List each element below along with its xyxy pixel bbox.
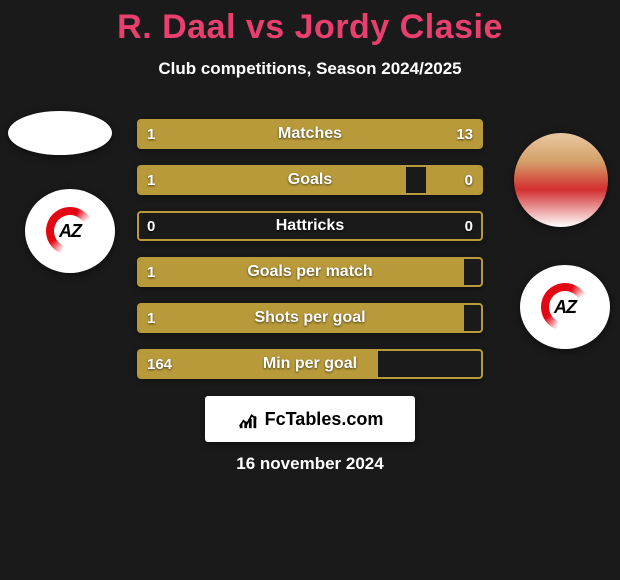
stat-row: 0Hattricks0 — [137, 211, 483, 241]
az-logo-text-left: AZ — [46, 207, 94, 255]
comparison-chart: AZ AZ 1Matches131Goals00Hattricks01Goals… — [0, 119, 620, 399]
stat-row: 1Matches13 — [137, 119, 483, 149]
player1-avatar — [8, 111, 112, 155]
vs-text: vs — [246, 8, 285, 46]
player2-club-logo: AZ — [520, 265, 610, 349]
player1-club-logo: AZ — [25, 189, 115, 273]
date-text: 16 november 2024 — [0, 454, 620, 474]
stat-value-right: 0 — [465, 213, 473, 239]
subtitle: Club competitions, Season 2024/2025 — [0, 59, 620, 79]
player2-name: Jordy Clasie — [295, 8, 503, 46]
stat-value-right: 13 — [456, 121, 473, 147]
player2-avatar — [514, 133, 608, 227]
stat-label: Min per goal — [139, 351, 481, 377]
stat-label: Hattricks — [139, 213, 481, 239]
stat-label: Goals per match — [139, 259, 481, 285]
stat-label: Shots per goal — [139, 305, 481, 331]
brand-text: FcTables.com — [265, 409, 384, 430]
bars-container: 1Matches131Goals00Hattricks01Goals per m… — [137, 119, 483, 395]
brand-chart-icon — [237, 408, 259, 430]
brand-badge: FcTables.com — [205, 396, 415, 442]
stat-row: 1Goals0 — [137, 165, 483, 195]
stat-row: 1Goals per match — [137, 257, 483, 287]
player1-name: R. Daal — [117, 8, 236, 46]
page-title: R. Daal vs Jordy Clasie — [0, 0, 620, 47]
stat-row: 1Shots per goal — [137, 303, 483, 333]
stat-row: 164Min per goal — [137, 349, 483, 379]
stat-value-right: 0 — [465, 167, 473, 193]
az-logo-text-right: AZ — [541, 283, 589, 331]
stat-label: Matches — [139, 121, 481, 147]
stat-label: Goals — [139, 167, 481, 193]
